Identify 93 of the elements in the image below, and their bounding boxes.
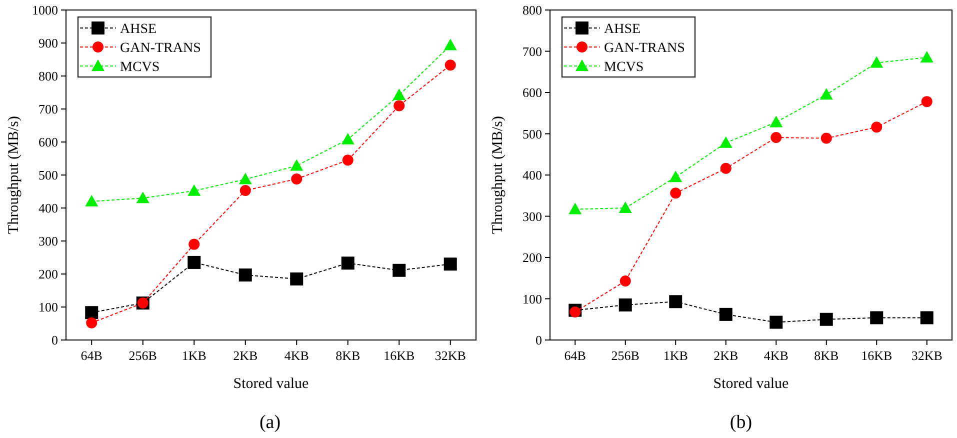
point [720,162,732,174]
point [238,268,252,282]
y-tick-label: 0 [52,332,58,348]
point [188,238,200,250]
y-tick-label: 800 [38,68,58,84]
point [920,50,934,62]
point [770,132,782,143]
point [618,202,632,213]
x-axis-title: Stored value [713,376,790,392]
point [394,100,405,112]
legend-label: GAN-TRANS [604,40,685,56]
point [444,60,456,71]
point [291,173,302,184]
y-tick-label: 200 [38,266,58,282]
x-tick-label: 1KB [182,348,207,363]
text: (a) [259,412,281,433]
point [570,306,581,318]
y-tick-label: 1000 [32,2,58,18]
point [618,298,632,312]
point [669,170,682,182]
point [444,258,457,271]
x-tick-label: 4KB [284,348,310,363]
point [86,317,98,328]
point [719,136,732,148]
x-tick-label: 8KB [814,348,839,363]
y-tick-label: 300 [38,234,58,249]
x-tick-label: 1KB [663,348,688,363]
x-tick-label: 32KB [911,348,943,363]
x-tick-label: 2KB [233,348,258,363]
y-tick-label: 0 [536,332,542,348]
point [820,88,833,100]
point [820,132,832,144]
y-tick-label: 500 [522,126,542,142]
y-tick-label: 900 [38,36,58,51]
point [188,184,201,196]
point [392,264,406,277]
point [669,295,682,308]
point [290,159,304,171]
y-tick-label: 400 [522,168,542,183]
point [670,188,682,199]
y-tick-label: 500 [38,168,58,183]
point [620,276,631,287]
x-tick-label: 2KB [714,348,738,363]
x-tick-label: 64B [80,348,103,363]
y-tick-label: 300 [522,208,542,224]
point [341,132,354,144]
legend-label: MCVS [604,60,644,75]
x-tick-label: 16KB [384,348,415,363]
y-tick-label: 700 [522,44,542,59]
point [444,38,457,50]
point [921,96,932,108]
x-tick-label: 64B [564,348,586,363]
x-tick-label: 16KB [861,348,892,363]
point [136,192,150,204]
point [870,311,884,324]
point [85,194,98,206]
point [240,185,251,196]
point [770,316,783,329]
y-tick-label: 100 [522,291,542,306]
y-tick-label: 600 [522,85,542,100]
point [238,172,252,184]
x-tick-label: 32KB [434,348,466,363]
point [719,308,732,321]
point [341,256,354,270]
y-tick-label: 700 [38,102,58,117]
point [871,122,882,133]
legend-label: GAN-TRANS [120,40,201,56]
point [85,306,98,320]
legend-label: AHSE [604,22,641,37]
x-axis-title: Stored value [233,376,310,392]
point [188,256,201,269]
point [820,312,833,326]
point [870,56,884,68]
legend-label: AHSE [120,22,157,37]
y-tick-label: 200 [522,250,542,266]
y-axis-title: Throughput (MB/s) [490,116,506,234]
y-axis-title: Throughput (MB/s) [6,116,22,234]
y-tick-label: 600 [38,134,58,150]
point [290,272,304,286]
legend-label: MCVS [120,60,160,75]
y-tick-label: 100 [38,300,58,315]
point [770,116,783,128]
point [920,311,934,324]
y-tick-label: 800 [522,2,542,18]
y-tick-label: 400 [38,200,58,216]
x-tick-label: 256B [611,348,640,363]
x-tick-label: 8KB [336,348,360,363]
point [392,88,406,100]
x-tick-label: 4KB [764,348,789,363]
point [568,202,582,214]
point [342,154,354,166]
x-tick-label: 256B [128,348,158,363]
text: (b) [730,412,752,433]
